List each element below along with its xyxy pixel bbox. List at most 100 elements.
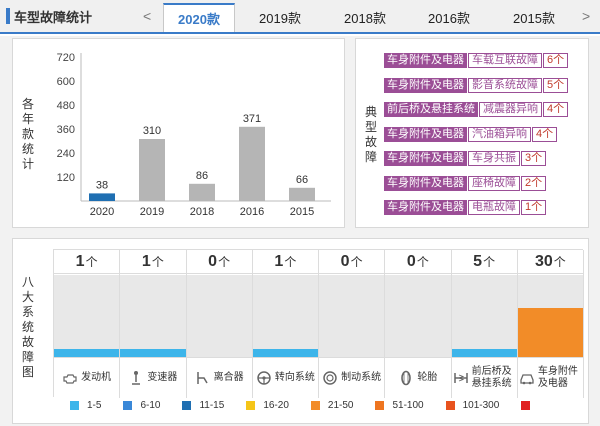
systems-side-label: 八大系统故障图: [21, 275, 34, 379]
legend-item: 1-5: [70, 400, 101, 411]
system-level-bar: [252, 348, 318, 357]
y-tick-label: 480: [57, 100, 75, 112]
system-column[interactable]: 1 个变速器: [120, 250, 187, 398]
fault-row[interactable]: 车身附件及电器 车载互联故障 6个: [384, 52, 569, 69]
system-column[interactable]: 1 个发动机: [54, 250, 121, 398]
legend-label: 21-50: [327, 400, 354, 411]
year-bar: [89, 193, 115, 201]
legend-label: 101-300: [462, 400, 500, 411]
system-name-label: 轮胎: [417, 372, 438, 383]
legend-swatch: [445, 401, 455, 410]
system-count-unit: 个: [350, 255, 363, 269]
system-level-area: [54, 275, 120, 357]
legend-label: 16-20: [263, 400, 289, 411]
fault-name: 汽油箱异响: [468, 126, 531, 142]
tab-2020[interactable]: 2020款: [163, 3, 235, 32]
year-bar-chart: 120 240 360 480 600 720 38 2020 310 2019 86 2018 371…: [57, 52, 331, 218]
engine-icon: [63, 374, 77, 384]
system-fault-count: 30 个: [517, 250, 583, 274]
system-column[interactable]: 0 个轮胎: [385, 250, 452, 398]
legend-label: 51-100: [392, 400, 424, 411]
title-accent-bar: [6, 8, 10, 24]
x-tick-label: 2019: [140, 206, 164, 218]
fault-row[interactable]: 车身附件及电器 车身共振 3个: [384, 150, 547, 167]
system-level-area: [319, 275, 385, 357]
color-legend: 1-5 6-10 11-15 16-20 21-50 51-100 101-300: [70, 400, 560, 411]
tab-2018[interactable]: 2018款: [344, 11, 386, 26]
system-column[interactable]: 0 个制动系统: [319, 250, 386, 398]
clutch-pedal-icon: [196, 372, 208, 384]
typical-faults-side-label: 典型故障: [364, 105, 377, 164]
x-tick-label: 2020: [90, 206, 114, 218]
steering-wheel-icon: [257, 371, 271, 385]
legend-label: 11-15: [199, 400, 225, 411]
y-tick-label: 720: [57, 52, 75, 64]
fault-count: 5个: [543, 77, 569, 93]
fault-name: 座椅故障: [468, 175, 520, 191]
section-title-text: 车型故障统计: [14, 9, 93, 25]
system-label-cell: 制动系统: [319, 357, 385, 398]
system-column[interactable]: 1 个转向系统: [252, 250, 319, 398]
system-name-label: 转向系统: [274, 372, 315, 383]
system-column[interactable]: 30 个车身附件及电器: [517, 250, 584, 398]
bar-value-label: 310: [143, 125, 161, 137]
system-count-unit: 个: [553, 255, 566, 269]
legend-item: 21-50: [310, 400, 354, 411]
tab-2019[interactable]: 2019款: [259, 11, 301, 26]
year-bar: [239, 126, 265, 201]
fault-row[interactable]: 前后桥及悬挂系统 减震器异响 4个: [384, 101, 569, 118]
year-bar: [289, 187, 315, 201]
system-count-value: 0: [406, 252, 416, 270]
fault-category-tag: 前后桥及悬挂系统: [384, 102, 478, 117]
system-label-cell: 车身附件及电器: [517, 357, 583, 398]
fault-category-tag: 车身附件及电器: [384, 77, 467, 93]
gearshift-icon: [132, 371, 141, 385]
y-tick-label: 240: [57, 148, 75, 160]
tab-2015[interactable]: 2015款: [513, 11, 555, 26]
system-count-unit: 个: [416, 255, 429, 269]
system-count-value: 1: [274, 252, 284, 270]
system-name-label: 车身附件及电器: [537, 366, 578, 389]
prev-arrow-icon[interactable]: <: [143, 8, 152, 24]
legend-label: 1-5: [87, 400, 102, 411]
fault-row[interactable]: 车身附件及电器 电瓶故障 1个: [384, 199, 547, 216]
fault-category-tag: 车身附件及电器: [384, 175, 467, 191]
fault-row[interactable]: 车身附件及电器 影音系统故障 5个: [384, 77, 569, 94]
system-level-area: [385, 275, 451, 357]
legend-swatch: [375, 401, 385, 410]
fault-count: 6个: [543, 53, 569, 68]
system-label-cell: 变速器: [120, 357, 186, 398]
system-name-label: 制动系统: [341, 372, 382, 383]
system-count-value: 0: [340, 252, 350, 270]
system-level-bar: [54, 348, 120, 357]
fault-row[interactable]: 车身附件及电器 汽油箱异响 4个: [384, 126, 558, 143]
system-level-bar: [451, 348, 517, 357]
system-label-cell: 前后桥及悬挂系统: [451, 357, 517, 398]
system-count-unit: 个: [85, 255, 98, 269]
legend-item: 11-15: [182, 400, 224, 411]
system-column[interactable]: 5 个前后桥及悬挂系统: [451, 250, 518, 398]
system-column[interactable]: 0 个离合器: [186, 250, 253, 398]
legend-label: 6-10: [140, 400, 161, 411]
system-count-unit: 个: [284, 255, 297, 269]
tab-2016[interactable]: 2016款: [428, 11, 470, 26]
system-name-label: 离合器: [213, 372, 244, 383]
fault-row[interactable]: 车身附件及电器 座椅故障 2个: [384, 175, 547, 192]
system-count-value: 1: [141, 252, 151, 270]
x-tick-label: 2015: [290, 206, 314, 218]
fault-name: 减震器异响: [479, 102, 542, 117]
system-level-area: [120, 275, 186, 357]
year-bar: [189, 183, 215, 201]
fault-count: 4个: [543, 102, 569, 117]
system-count-unit: 个: [483, 255, 496, 269]
section-title: 车型故障统计: [6, 6, 92, 26]
bar-value-label: 371: [243, 113, 261, 125]
next-arrow-icon[interactable]: >: [582, 8, 591, 24]
header-bar: 车型故障统计 < 2020款 2019款 2018款 2016款 2015款 >: [0, 0, 600, 34]
year-stats-side-label: 各年款统计: [21, 97, 34, 171]
fault-count: 4个: [532, 126, 558, 142]
